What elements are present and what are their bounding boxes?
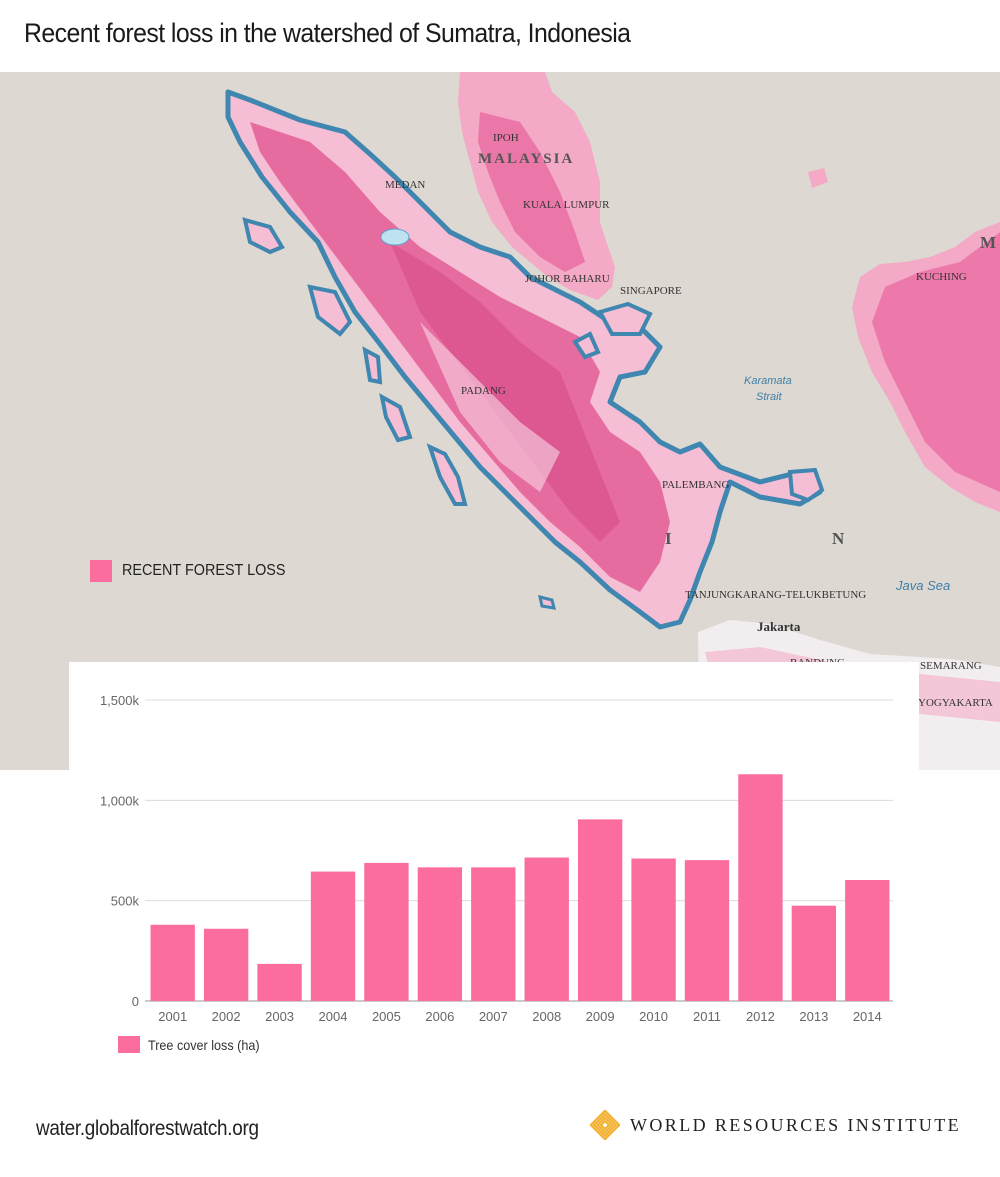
bar-2004 (310, 871, 356, 1001)
label-singapore: SINGAPORE (620, 285, 682, 297)
map-legend-label: RECENT FOREST LOSS (122, 562, 286, 579)
label-m: M (980, 233, 998, 252)
x-tick-label: 2012 (746, 1009, 775, 1024)
x-tick-label: 2006 (425, 1009, 454, 1024)
chart-legend-swatch (118, 1036, 140, 1053)
bar-2010 (631, 858, 676, 1001)
label-johor-baharu: JOHOR BAHARU (525, 273, 610, 285)
label-yogyakarta: YOGYAKARTA (918, 697, 993, 709)
bar-2014 (845, 879, 890, 1001)
footer-url: water.globalforestwatch.org (36, 1117, 259, 1140)
label-ipoh: IPOH (493, 132, 519, 144)
wri-diamond (592, 1112, 618, 1138)
bar-2006 (417, 867, 463, 1001)
y-tick-label: 0 (132, 994, 139, 1009)
label-java-sea: Java Sea (895, 578, 950, 593)
chart-legend: Tree cover loss (ha) (118, 1036, 272, 1053)
x-axis-labels: 2001 2002 2003 2004 2005 2006 2007 2008 2009 2010… (158, 1009, 881, 1024)
forest-loss-map: IPOH MALAYSIA MEDAN KUALA LUMPUR JOHOR B… (0, 72, 1000, 770)
label-kuala-lumpur: KUALA LUMPUR (523, 199, 610, 211)
map-legend: RECENT FOREST LOSS (90, 560, 304, 582)
wri-diamond (590, 1110, 620, 1140)
x-tick-label: 2013 (799, 1009, 828, 1024)
wri-starburst-icon (590, 1110, 620, 1140)
x-tick-label: 2004 (319, 1009, 348, 1024)
x-tick-label: 2008 (532, 1009, 561, 1024)
bar-2001 (150, 924, 195, 1001)
label-kuching: KUCHING (916, 271, 967, 283)
x-tick-label: 2002 (212, 1009, 241, 1024)
label-malaysia: MALAYSIA (478, 151, 574, 167)
label-semarang: SEMARANG (920, 660, 982, 672)
x-tick-label: 2011 (693, 1009, 721, 1024)
chart-panel (69, 662, 919, 770)
label-strait: Strait (756, 391, 783, 403)
bar-2007 (471, 867, 516, 1001)
wri-diamond (599, 1119, 611, 1131)
bar-2012 (738, 774, 783, 1001)
map-legend-swatch (90, 560, 112, 582)
bar-2003 (257, 963, 302, 1001)
label-medan: MEDAN (385, 179, 425, 191)
y-tick-label: 500k (111, 894, 140, 909)
x-tick-label: 2001 (158, 1009, 187, 1024)
bar-2011 (684, 860, 730, 1001)
bar-2013 (791, 905, 837, 1001)
wri-logo: WORLD RESOURCES INSTITUTE (590, 1110, 961, 1140)
chart-title: Recent forest loss in the watershed of S… (24, 18, 631, 48)
wri-diamond (596, 1116, 614, 1134)
x-tick-label: 2009 (586, 1009, 615, 1024)
bar-2009 (577, 819, 623, 1001)
bar-2008 (524, 857, 569, 1001)
x-tick-label: 2014 (853, 1009, 882, 1024)
label-n: N (832, 529, 846, 548)
x-tick-label: 2010 (639, 1009, 668, 1024)
label-karamata: Karamata (744, 375, 792, 387)
label-palembang: PALEMBANG (662, 479, 729, 491)
x-tick-label: 2003 (265, 1009, 294, 1024)
wri-name: WORLD RESOURCES INSTITUTE (630, 1114, 961, 1135)
chart-legend-label: Tree cover loss (ha) (148, 1036, 260, 1053)
y-tick-label: 1,000k (100, 793, 140, 808)
bar-2005 (364, 862, 409, 1001)
x-tick-label: 2005 (372, 1009, 401, 1024)
bar-layer (150, 774, 890, 1001)
label-jakarta: Jakarta (757, 619, 801, 634)
bar-2002 (203, 928, 249, 1001)
x-tick-label: 2007 (479, 1009, 508, 1024)
y-tick-label: 1,500k (100, 693, 140, 708)
label-padang: PADANG (461, 385, 506, 397)
label-i: I (665, 529, 674, 548)
label-tanjungkarang: TANJUNGKARANG-TELUKBETUNG (685, 589, 866, 601)
